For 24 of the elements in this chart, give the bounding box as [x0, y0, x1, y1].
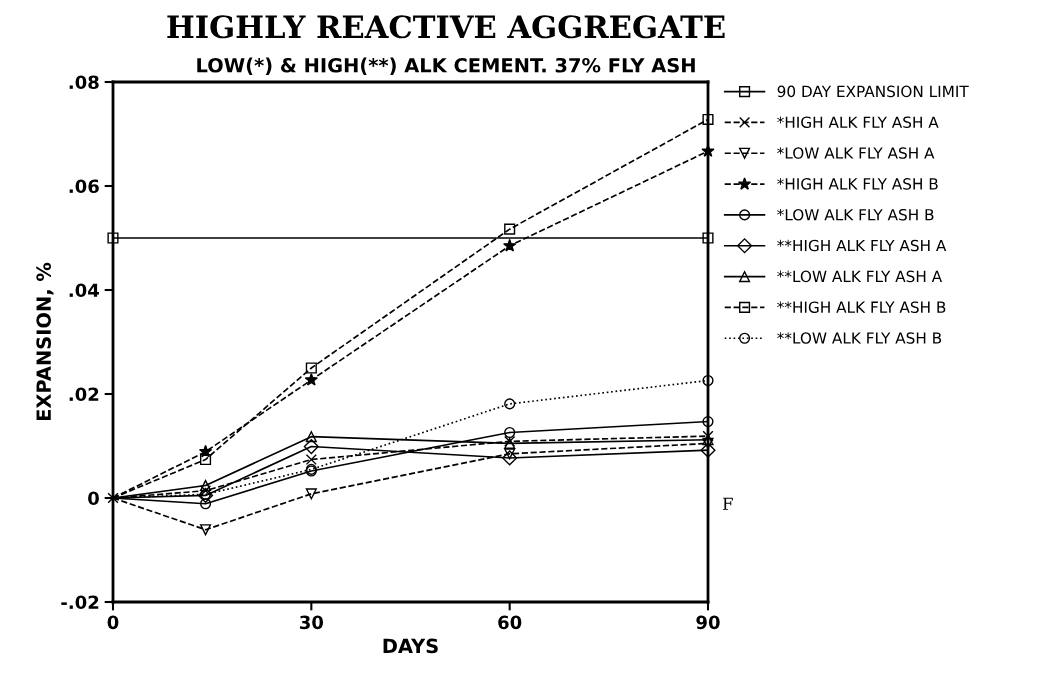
x-tick-label: 0 — [107, 615, 119, 630]
x-tick-label: 60 — [498, 615, 522, 630]
y-tick-label: -.02 — [61, 595, 99, 610]
legend-label: *HIGH ALK FLY ASH B — [777, 178, 938, 190]
y-tick-label: .02 — [69, 387, 99, 402]
legend-label: 90 DAY EXPANSION LIMIT — [777, 85, 969, 98]
chart-title: HIGHLY REACTIVE AGGREGATE — [167, 15, 725, 39]
x-tick-label: 30 — [299, 615, 324, 630]
y-tick-label: .04 — [69, 283, 99, 298]
chart-subtitle: LOW(*) & HIGH(**) ALK CEMENT. 37% FLY ASH — [197, 57, 695, 75]
legend-label: **HIGH ALK FLY ASH A — [777, 239, 947, 252]
legend-label: *LOW ALK FLY ASH B — [777, 208, 934, 221]
x-axis-title: DAYS — [383, 638, 438, 654]
text: F — [722, 497, 733, 510]
legend-label: **LOW ALK FLY ASH B — [777, 332, 942, 344]
y-tick-label: 0 — [88, 491, 99, 506]
x-tick-label: 90 — [696, 615, 720, 630]
legend-label: **LOW ALK FLY ASH A — [777, 270, 943, 283]
legend-label: **HIGH ALK FLY ASH B — [777, 301, 946, 313]
y-axis-title: EXPANSION, % — [36, 262, 54, 421]
legend-label: *HIGH ALK FLY ASH A — [777, 116, 939, 128]
y-tick-label: .08 — [69, 75, 99, 90]
y-tick-label: .06 — [69, 179, 99, 194]
legend-label: *LOW ALK FLY ASH A — [777, 147, 935, 159]
